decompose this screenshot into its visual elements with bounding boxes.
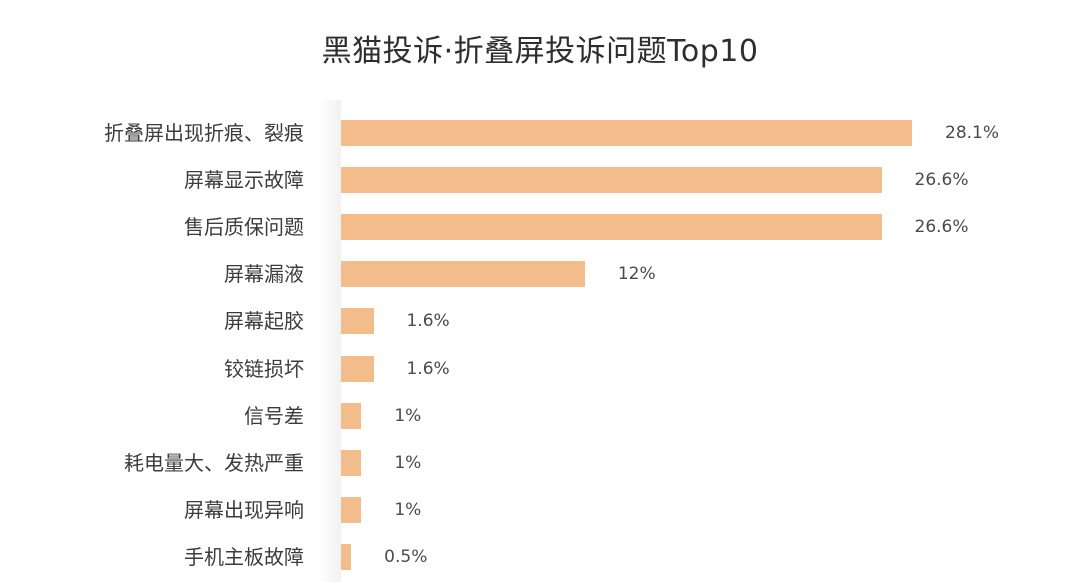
bar xyxy=(341,543,352,570)
bar xyxy=(341,308,374,335)
bar-row: 手机主板故障 0.5% xyxy=(0,543,1080,570)
bar-row: 售后质保问题 26.6% xyxy=(0,214,1080,241)
category-label: 售后质保问题 xyxy=(184,215,304,240)
category-label: 折叠屏出现折痕、裂痕 xyxy=(104,121,304,145)
value-label: 1.6% xyxy=(406,358,450,379)
category-label: 手机主板故障 xyxy=(184,544,304,569)
bar-row: 耗电量大、发热严重 1% xyxy=(0,449,1080,476)
chart-title: 黑猫投诉·折叠屏投诉问题Top10 xyxy=(321,34,759,69)
bar-row: 信号差 1% xyxy=(0,402,1080,429)
value-label: 26.6% xyxy=(914,170,969,191)
category-label: 耗电量大、发热严重 xyxy=(124,450,304,475)
value-label: 28.1% xyxy=(945,123,1000,143)
bar xyxy=(341,261,585,288)
bar-row: 屏幕漏液 12% xyxy=(0,261,1080,288)
category-label: 屏幕显示故障 xyxy=(184,168,304,193)
bar-row: 铰链损坏 1.6% xyxy=(0,355,1080,382)
bar-row: 屏幕起胶 1.6% xyxy=(0,308,1080,335)
value-label: 26.6% xyxy=(914,217,969,238)
bar-row: 折叠屏出现折痕、裂痕 28.1% xyxy=(0,120,1080,146)
value-label: 1.6% xyxy=(406,311,450,332)
value-label: 0.5% xyxy=(384,546,428,567)
category-label: 铰链损坏 xyxy=(224,356,304,381)
value-label: 1% xyxy=(394,499,422,520)
value-label: 12% xyxy=(617,264,656,285)
bar xyxy=(341,355,374,382)
bar-row: 屏幕出现异响 1% xyxy=(0,496,1080,523)
bar xyxy=(341,120,912,146)
value-label: 1% xyxy=(394,452,422,473)
category-label: 屏幕出现异响 xyxy=(184,497,304,522)
bar xyxy=(341,496,362,523)
bar xyxy=(341,402,362,429)
category-label: 屏幕漏液 xyxy=(224,262,304,287)
bar xyxy=(341,214,882,241)
bar xyxy=(341,449,362,476)
category-label: 信号差 xyxy=(244,403,304,428)
bar-row: 屏幕显示故障 26.6% xyxy=(0,167,1080,194)
y-axis-shade xyxy=(318,100,341,582)
bar xyxy=(341,167,882,194)
category-label: 屏幕起胶 xyxy=(224,309,304,334)
value-label: 1% xyxy=(394,405,422,426)
